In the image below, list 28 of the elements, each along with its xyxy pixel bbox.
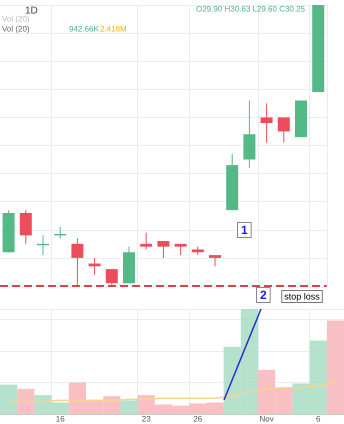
bar — [17, 388, 34, 414]
candlestick — [54, 226, 66, 239]
bar — [326, 320, 344, 414]
candlestick — [20, 210, 32, 244]
bar — [120, 400, 138, 414]
annotation: Vol (20) — [2, 14, 30, 24]
candlestick — [71, 238, 84, 286]
x-tick-label: 23 — [142, 414, 152, 424]
text: 2 — [260, 288, 267, 302]
ref-line-label: stop loss — [284, 292, 320, 302]
x-tick-label: 26 — [193, 414, 203, 424]
candlestick — [209, 254, 221, 267]
candlestick — [260, 102, 273, 144]
annotation: 2.418M — [100, 24, 128, 34]
candlestick — [37, 234, 49, 256]
annotation: 1 — [241, 223, 248, 237]
x-tick-label: Nov — [259, 414, 274, 424]
annotation: O29.90 H30.63 L29.60 C30.25 — [196, 4, 306, 14]
candlestick — [278, 116, 290, 144]
candlestick — [106, 268, 118, 286]
bar — [0, 384, 18, 414]
annotation: 942.66K — [69, 24, 100, 34]
candlestick — [88, 257, 101, 276]
candlestick — [157, 240, 170, 258]
annotation: Vol (20) — [2, 24, 30, 34]
chart-title: 1D — [25, 6, 38, 16]
x-tick-label: 16 — [56, 414, 66, 424]
x-tick-label: 6 — [316, 414, 321, 424]
